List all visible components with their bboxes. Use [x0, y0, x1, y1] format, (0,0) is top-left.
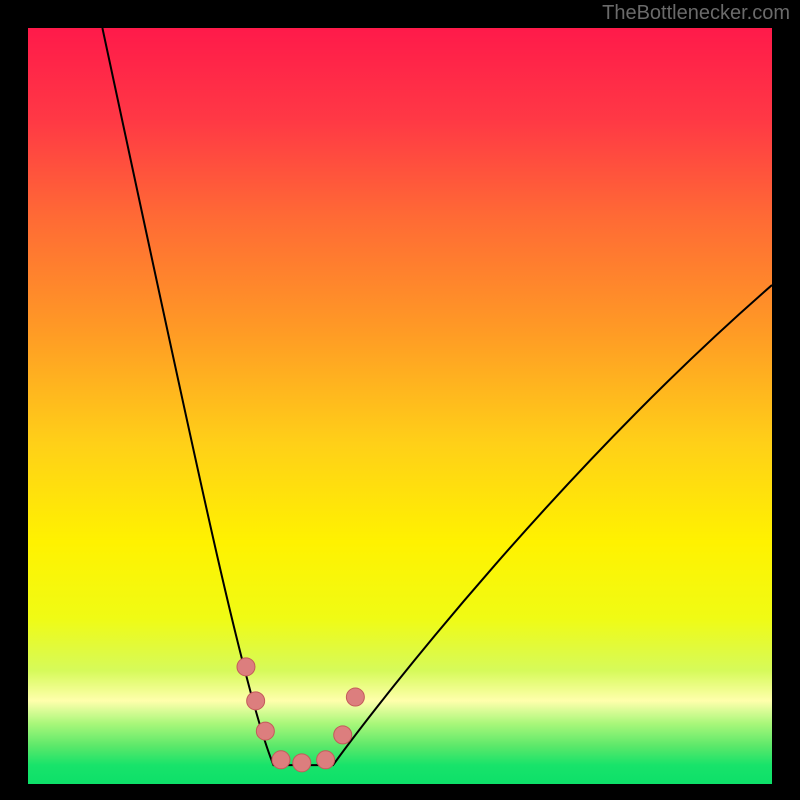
- watermark-text: TheBottlenecker.com: [602, 2, 790, 25]
- plot-area: [28, 28, 772, 784]
- figure-container: TheBottlenecker.com: [0, 0, 800, 800]
- data-marker: [256, 722, 274, 740]
- data-marker: [237, 658, 255, 676]
- markers-layer: [28, 28, 772, 784]
- data-marker: [317, 751, 335, 769]
- data-marker: [346, 688, 364, 706]
- data-marker: [272, 751, 290, 769]
- data-marker: [334, 726, 352, 744]
- data-marker: [293, 754, 311, 772]
- data-marker: [247, 692, 265, 710]
